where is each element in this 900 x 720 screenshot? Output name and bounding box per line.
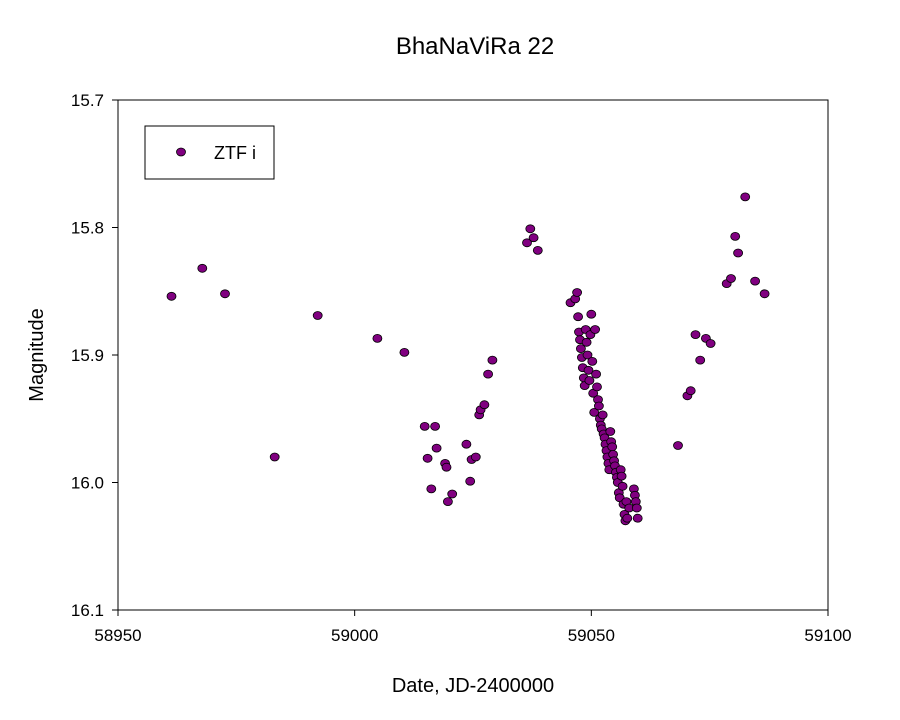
data-point xyxy=(447,489,458,499)
data-point xyxy=(605,427,616,436)
data-point xyxy=(573,312,583,322)
x-tick-label: 59000 xyxy=(331,626,378,645)
x-tick-label: 59100 xyxy=(804,626,851,645)
data-point xyxy=(581,337,592,347)
data-point xyxy=(690,330,701,340)
data-point xyxy=(616,471,627,481)
data-point xyxy=(525,224,536,234)
data-point xyxy=(632,513,643,523)
data-point xyxy=(487,355,498,365)
data-point xyxy=(312,311,323,320)
data-point xyxy=(750,276,760,286)
data-point xyxy=(479,400,490,410)
data-point xyxy=(269,452,280,462)
data-point xyxy=(759,289,770,299)
data-point xyxy=(441,462,452,472)
data-point xyxy=(572,288,582,297)
x-tick-label: 59050 xyxy=(568,626,615,645)
data-point xyxy=(597,410,608,420)
legend-label: ZTF i xyxy=(214,143,256,163)
data-point xyxy=(726,274,736,283)
data-point xyxy=(586,309,597,319)
x-axis: 58950 59000 59050 59100 xyxy=(94,610,852,645)
y-tick-label: 15.7 xyxy=(71,91,104,110)
data-point xyxy=(695,355,706,365)
x-tick-label: 58950 xyxy=(94,626,141,645)
data-point xyxy=(582,350,593,360)
y-tick-label: 16.0 xyxy=(71,474,104,493)
data-point xyxy=(617,481,628,491)
y-axis: 15.7 15.8 15.9 16.0 16.1 xyxy=(71,91,118,620)
data-point xyxy=(740,192,751,202)
data-point xyxy=(583,365,594,375)
data-point xyxy=(442,497,453,507)
data-point xyxy=(591,369,601,379)
data-point xyxy=(522,238,532,248)
data-point xyxy=(422,453,433,463)
data-point xyxy=(419,421,430,431)
data-point xyxy=(461,439,472,449)
data-point xyxy=(590,325,600,334)
data-point xyxy=(622,513,633,523)
y-axis-label: Magnitude xyxy=(26,308,48,401)
legend-marker xyxy=(176,147,186,157)
y-tick-label: 15.9 xyxy=(71,346,104,365)
data-point xyxy=(631,503,642,513)
data-point xyxy=(705,339,716,348)
x-axis-label: Date, JD-2400000 xyxy=(392,675,554,697)
data-point xyxy=(607,442,618,452)
legend-box xyxy=(144,125,275,180)
data-point xyxy=(470,452,481,462)
data-point xyxy=(483,369,494,379)
data-point xyxy=(399,347,410,357)
data-point xyxy=(465,476,476,486)
data-point xyxy=(372,333,383,343)
data-points xyxy=(166,192,770,526)
y-tick-label: 16.1 xyxy=(71,601,104,620)
data-point xyxy=(685,386,696,396)
y-tick-label: 15.8 xyxy=(71,219,104,238)
data-point xyxy=(166,291,177,301)
data-point xyxy=(587,356,598,366)
data-point xyxy=(430,421,441,431)
data-point xyxy=(431,443,442,453)
data-point xyxy=(197,263,208,273)
data-point xyxy=(673,441,683,450)
data-point xyxy=(584,376,595,385)
data-point xyxy=(733,248,743,258)
chart-title: BhaNaViRa 22 xyxy=(396,33,554,60)
data-point xyxy=(730,231,741,241)
legend: ZTF i xyxy=(144,125,275,180)
data-point xyxy=(220,289,230,299)
data-point xyxy=(532,245,543,255)
data-point xyxy=(528,233,539,243)
data-point xyxy=(592,382,602,392)
data-point xyxy=(594,401,604,411)
data-point xyxy=(576,344,586,354)
data-point xyxy=(426,484,437,494)
